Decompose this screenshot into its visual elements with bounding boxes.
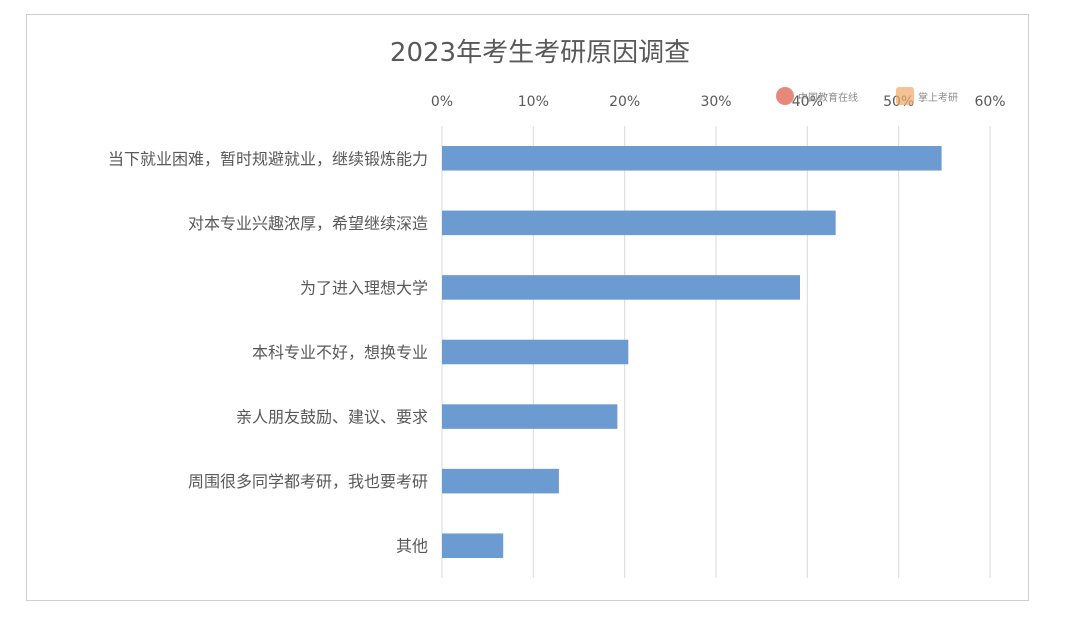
brand-logo-icon (896, 87, 914, 105)
category-label: 对本专业兴趣浓厚，希望继续深造 (188, 214, 428, 233)
chart-frame (26, 14, 1029, 601)
x-tick-label: 20% (609, 94, 640, 110)
chart-title: 2023年考生考研原因调查 (389, 38, 691, 68)
category-label: 当下就业困难，暂时规避就业，继续锻炼能力 (108, 149, 428, 168)
x-tick-label: 60% (974, 94, 1005, 110)
category-label: 亲人朋友鼓励、建议、要求 (236, 408, 428, 427)
bar (442, 533, 504, 558)
x-tick-label: 10% (518, 94, 549, 110)
bar (442, 404, 618, 429)
category-label: 其他 (396, 537, 428, 556)
watermark-text-right: 掌上考研 (918, 92, 958, 104)
bar (442, 146, 942, 171)
watermark-text-left: 中国教育在线 (798, 92, 858, 104)
bar (442, 210, 836, 236)
category-label: 为了进入理想大学 (300, 278, 428, 297)
x-tick-label: 40% (792, 94, 823, 110)
category-label: 本科专业不好，想换专业 (252, 343, 428, 362)
watermark-logo-left: 中国教育在线 (776, 86, 858, 106)
watermark-logo-right: 掌上考研 (896, 86, 958, 106)
category-label: 周围很多同学都考研，我也要考研 (188, 472, 428, 491)
bar (442, 275, 801, 300)
x-tick-label: 0% (431, 94, 453, 110)
brand-logo-icon (776, 87, 794, 105)
bar (442, 468, 559, 494)
x-tick-label: 30% (700, 94, 731, 110)
bar (442, 339, 629, 365)
